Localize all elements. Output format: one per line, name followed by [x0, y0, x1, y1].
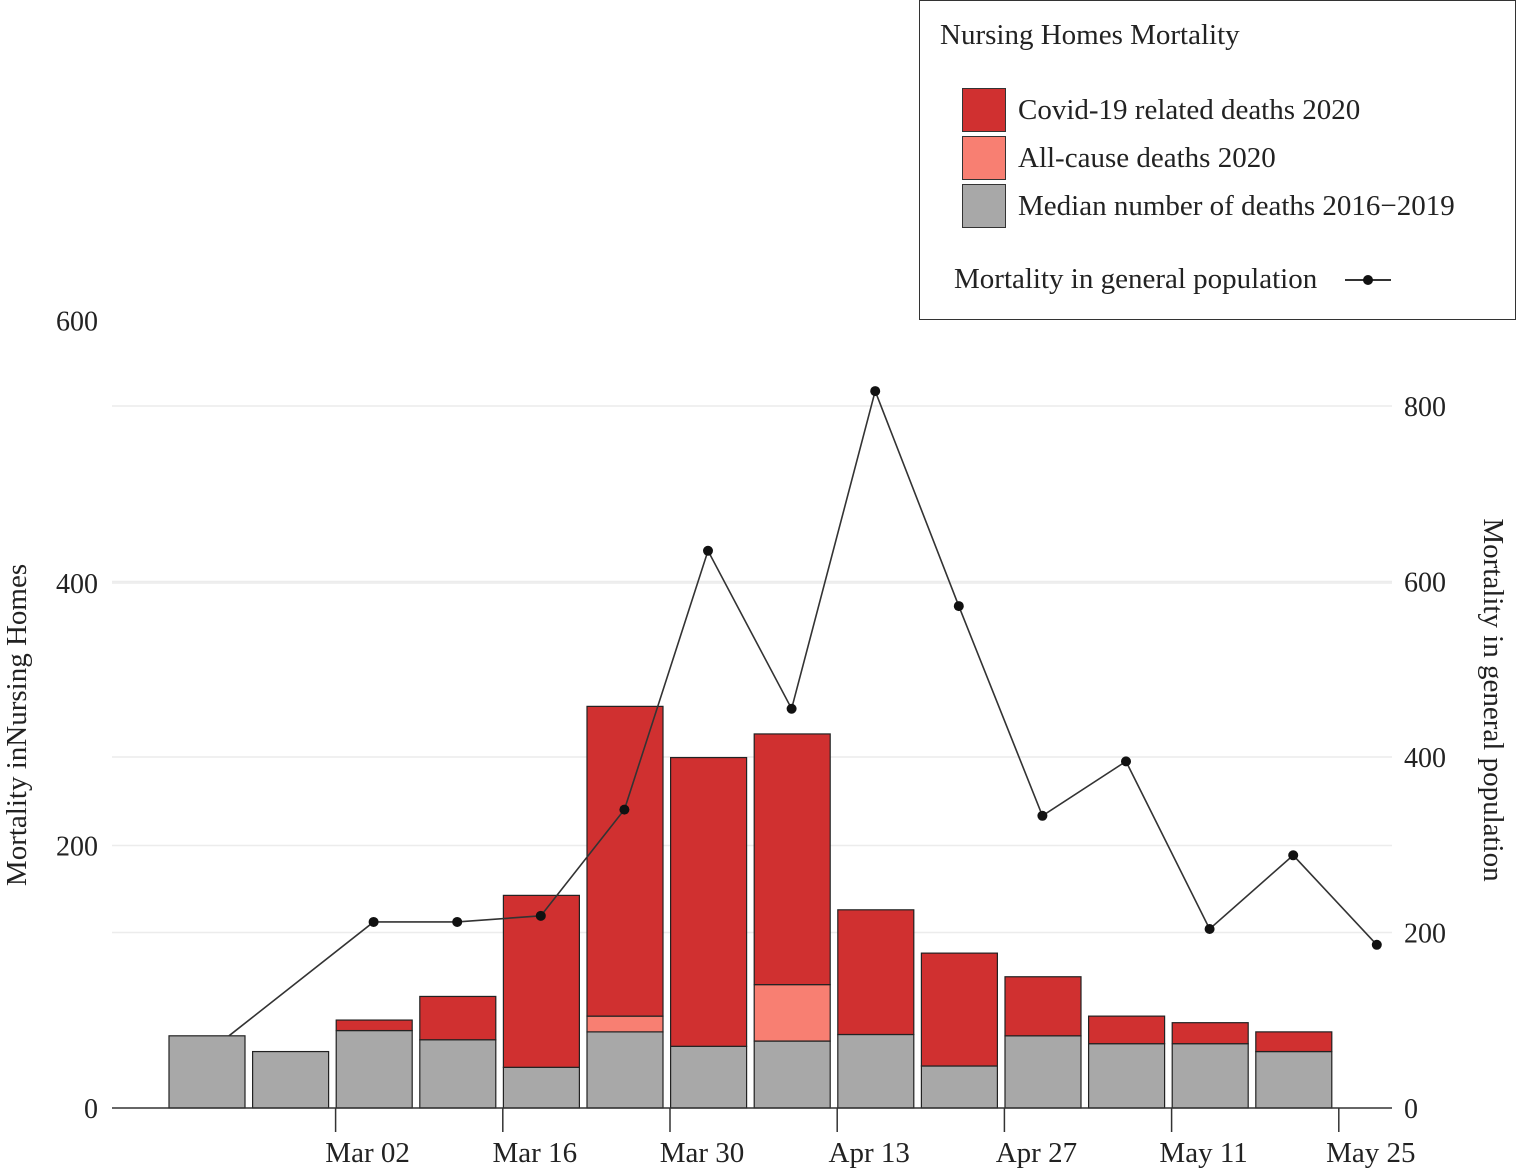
- x-tick-label: Mar 30: [660, 1137, 745, 1169]
- bar-segment: [419, 1039, 497, 1109]
- bar-segment: [669, 1045, 748, 1109]
- legend-label-covid: Covid-19 related deaths 2020: [1018, 93, 1361, 126]
- legend-item-median: Median number of deaths 2016−2019: [962, 183, 1455, 229]
- line-point: [1288, 850, 1299, 861]
- legend-label-all-cause: All-cause deaths 2020: [1018, 141, 1276, 174]
- bar-segment: [1004, 1035, 1082, 1109]
- legend: Nursing Homes Mortality Covid-19 related…: [919, 0, 1516, 320]
- legend-item-all-cause: All-cause deaths 2020: [962, 135, 1276, 181]
- bar-segment: [335, 1019, 413, 1032]
- y-tick-label: 400: [56, 569, 98, 600]
- legend-item-general-population: Mortality in general population: [954, 263, 1393, 296]
- line-point: [1121, 756, 1131, 767]
- legend-swatch-median: [962, 184, 1006, 228]
- bar-segment: [502, 1066, 580, 1109]
- x-tick-label: Mar 16: [493, 1137, 578, 1169]
- line-point: [786, 703, 797, 714]
- line-point: [870, 386, 881, 397]
- y2-tick-label: 800: [1404, 392, 1446, 423]
- bar-segment: [586, 705, 664, 1017]
- y-tick-label: 0: [84, 1094, 98, 1125]
- y2-tick-label: 600: [1404, 568, 1446, 599]
- bar-segment: [753, 1040, 831, 1109]
- x-tick-label: Apr 13: [829, 1137, 910, 1169]
- bar-segment: [837, 909, 915, 1036]
- line-point: [368, 916, 379, 927]
- bar-segment: [753, 733, 831, 986]
- legend-swatch-all-cause: [962, 136, 1006, 180]
- bar-segment: [1004, 976, 1082, 1037]
- legend-title: Nursing Homes Mortality: [940, 19, 1240, 51]
- line-point: [535, 910, 546, 921]
- bar-segment: [586, 1031, 664, 1109]
- grid-lines: [112, 405, 1392, 934]
- bar-segment: [753, 984, 831, 1042]
- line-point: [953, 601, 964, 612]
- line-point: [452, 916, 463, 927]
- legend-line-glyph: [1345, 274, 1392, 285]
- bar-segment: [586, 1015, 664, 1033]
- bar-segment: [669, 756, 748, 1047]
- bar-segment: [1255, 1050, 1333, 1109]
- y-axis-label: Mortality inNursing Homes: [1, 564, 33, 886]
- bar-segment: [920, 952, 999, 1067]
- legend-label-median: Median number of deaths 2016−2019: [1018, 189, 1455, 222]
- bar-segment: [419, 995, 497, 1041]
- bar-segment: [168, 1035, 246, 1109]
- line-point: [1204, 923, 1215, 934]
- y2-tick-label: 0: [1404, 1094, 1418, 1125]
- y-tick-label: 600: [56, 307, 98, 338]
- y2-tick-label: 400: [1404, 743, 1446, 774]
- x-tick-label: Mar 02: [325, 1137, 410, 1169]
- bar-segment: [920, 1065, 999, 1109]
- bar-segment: [1255, 1031, 1333, 1053]
- bar-segment: [1087, 1015, 1166, 1045]
- x-tick-label: May 11: [1159, 1137, 1247, 1169]
- bar-segment: [1171, 1022, 1249, 1045]
- bar-segment: [1087, 1043, 1166, 1109]
- line-point: [619, 804, 630, 815]
- axes: 0 200 400 600 0 200 400 600 800 Mar 02 Mar 16 Mar 3…: [56, 307, 1446, 1170]
- x-tick-label: Apr 27: [996, 1137, 1077, 1169]
- bar-segment: [335, 1029, 413, 1109]
- y2-axis-label: Mortality in general population: [1477, 518, 1509, 882]
- line-point: [703, 545, 713, 556]
- legend-swatch-covid: [962, 88, 1006, 132]
- y-tick-label: 200: [56, 832, 98, 863]
- legend-label-general-population: Mortality in general population: [954, 263, 1318, 295]
- line-path: [228, 388, 1378, 1037]
- x-tick-label: May 25: [1326, 1137, 1415, 1169]
- general-population-line: [228, 386, 1382, 1037]
- bars: [168, 705, 1333, 1109]
- line-point: [1037, 810, 1048, 821]
- y2-tick-label: 200: [1404, 919, 1446, 950]
- bar-segment: [1171, 1043, 1249, 1109]
- legend-item-covid: Covid-19 related deaths 2020: [962, 87, 1360, 133]
- bar-segment: [837, 1033, 915, 1109]
- bar-segment: [252, 1050, 330, 1109]
- bar-segment: [502, 894, 580, 1068]
- line-point: [1371, 939, 1382, 950]
